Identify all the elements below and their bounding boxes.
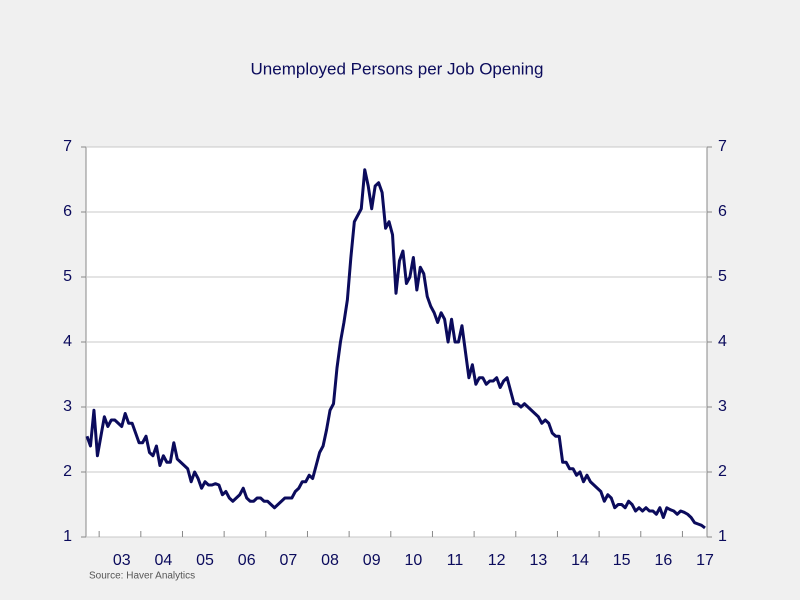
y2-tick-label: 4	[718, 333, 727, 350]
x-tick-label: 10	[404, 552, 422, 569]
source: Source: Haver Analytics	[89, 571, 195, 582]
y2-tick-label: 2	[718, 463, 727, 480]
x-tick-label: 04	[154, 552, 172, 569]
y2-tick-label: 1	[718, 528, 727, 545]
y-tick-label: 3	[63, 398, 72, 415]
x-tick-label: 09	[363, 552, 381, 569]
x-tick-label: 15	[613, 552, 631, 569]
x-tick-label: 05	[196, 552, 214, 569]
y2-tick-label: 3	[718, 398, 727, 415]
y-tick-label: 5	[63, 268, 72, 285]
y-tick-label: 6	[63, 203, 72, 220]
x-tick-label: 11	[447, 552, 464, 569]
y-tick-label: 7	[63, 138, 72, 155]
x-tick-label: 06	[238, 552, 256, 569]
x-tick-label: 16	[654, 552, 672, 569]
x-tick-label: 08	[321, 552, 339, 569]
x-tick-label: 12	[488, 552, 506, 569]
y-tick-label: 4	[63, 333, 72, 350]
y2-tick-label: 7	[718, 138, 727, 155]
x-tick-label: 14	[571, 552, 589, 569]
line	[85, 168, 706, 530]
x-tick-label: 03	[113, 552, 131, 569]
y-tick-label: 1	[63, 528, 72, 545]
y2-tick-label: 5	[718, 268, 727, 285]
chart-title: Unemployed Persons per Job Opening	[251, 59, 544, 78]
x-tick-label: 13	[529, 552, 547, 569]
x-tick-label: 07	[279, 552, 297, 569]
y2-tick-label: 6	[718, 203, 727, 220]
y-tick-label: 2	[63, 463, 72, 480]
x-tick-label: 17	[696, 552, 714, 569]
